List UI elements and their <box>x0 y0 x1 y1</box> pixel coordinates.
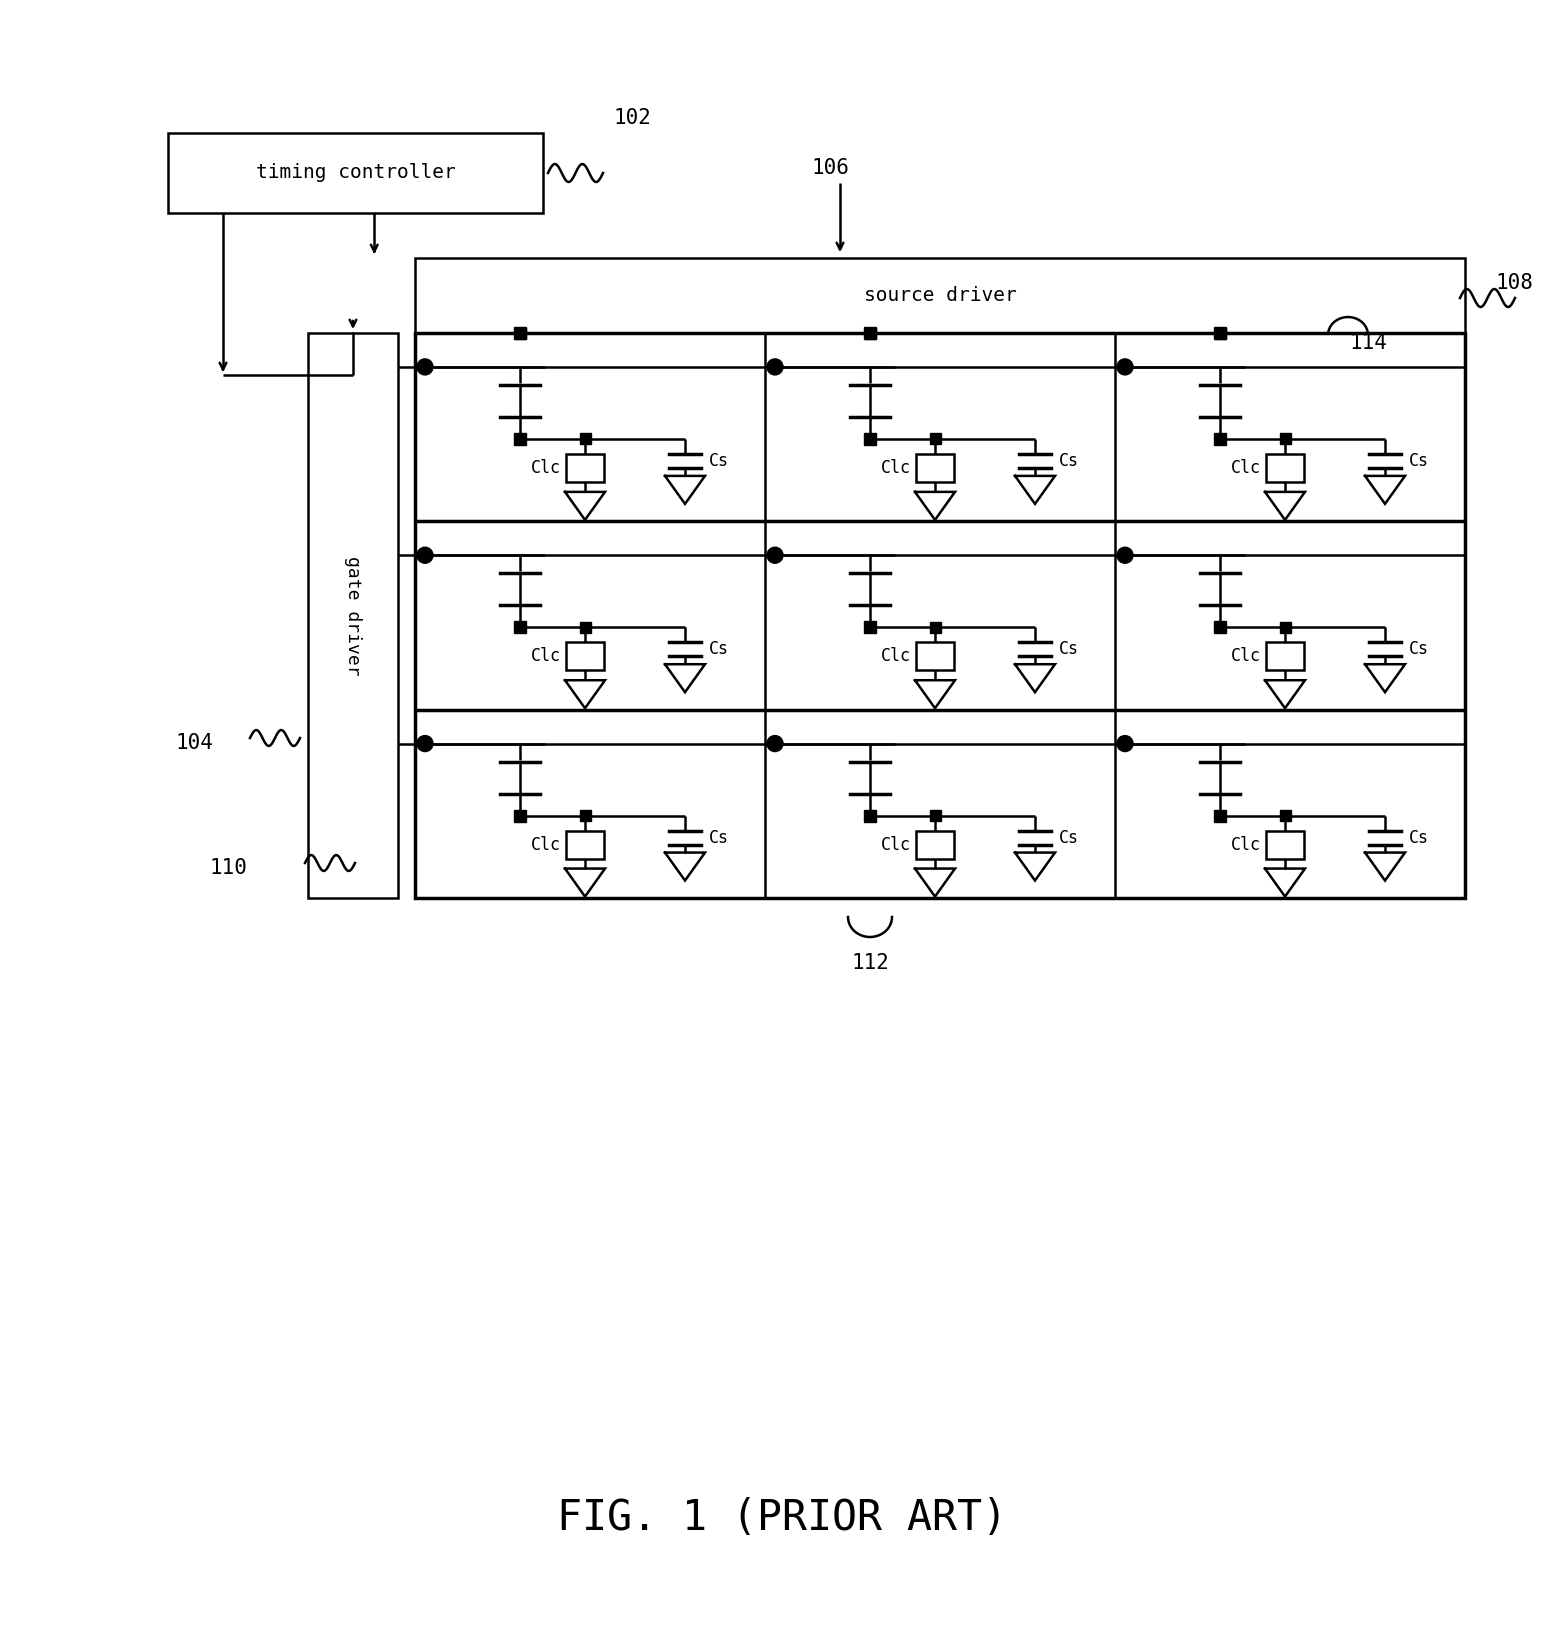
Bar <box>930 810 941 822</box>
Text: Cs: Cs <box>709 452 729 470</box>
Text: Clc: Clc <box>1232 836 1261 854</box>
Text: Cs: Cs <box>1060 641 1078 659</box>
Bar <box>567 831 604 859</box>
Bar <box>864 432 876 445</box>
Text: Clc: Clc <box>531 647 560 665</box>
Text: 114: 114 <box>1351 334 1388 353</box>
Bar <box>930 434 941 444</box>
Bar <box>513 327 526 338</box>
Text: Cs: Cs <box>1060 452 1078 470</box>
Text: Clc: Clc <box>881 647 911 665</box>
Bar <box>1266 831 1304 859</box>
Bar <box>415 334 1465 899</box>
Text: Cs: Cs <box>1408 641 1429 659</box>
Bar <box>1214 621 1225 633</box>
Text: gate driver: gate driver <box>344 555 362 675</box>
Text: 110: 110 <box>210 858 247 877</box>
Bar <box>515 327 526 338</box>
Circle shape <box>1117 736 1133 751</box>
Bar <box>916 453 955 481</box>
Circle shape <box>1117 358 1133 375</box>
Bar <box>308 334 398 899</box>
Circle shape <box>416 358 434 375</box>
Bar <box>513 432 526 445</box>
Text: 112: 112 <box>851 953 889 973</box>
Bar <box>1280 621 1291 633</box>
Bar <box>579 810 590 822</box>
Bar <box>1280 434 1291 444</box>
Text: Clc: Clc <box>881 836 911 854</box>
Text: Cs: Cs <box>1060 828 1078 846</box>
Bar <box>930 621 941 633</box>
Circle shape <box>1117 547 1133 564</box>
Text: FIG. 1 (PRIOR ART): FIG. 1 (PRIOR ART) <box>557 1497 1006 1539</box>
Text: Clc: Clc <box>881 458 911 476</box>
Bar <box>579 434 590 444</box>
Bar <box>567 642 604 670</box>
Bar <box>864 810 876 822</box>
Text: Cs: Cs <box>1408 828 1429 846</box>
Bar <box>1266 642 1304 670</box>
Bar <box>1280 810 1291 822</box>
Circle shape <box>767 736 782 751</box>
Bar <box>567 453 604 481</box>
Bar <box>1214 327 1225 338</box>
Bar <box>579 621 590 633</box>
Bar <box>1214 810 1225 822</box>
Text: 102: 102 <box>613 108 651 128</box>
Bar <box>415 258 1465 334</box>
Bar <box>864 327 875 338</box>
Text: 104: 104 <box>175 733 213 752</box>
Circle shape <box>416 736 434 751</box>
Bar <box>916 642 955 670</box>
Text: source driver: source driver <box>864 286 1016 306</box>
Text: Cs: Cs <box>1408 452 1429 470</box>
Circle shape <box>416 547 434 564</box>
Bar <box>864 621 876 633</box>
Text: Cs: Cs <box>709 828 729 846</box>
Bar <box>916 831 955 859</box>
Text: Clc: Clc <box>1232 458 1261 476</box>
Text: Cs: Cs <box>709 641 729 659</box>
Text: 108: 108 <box>1495 273 1532 292</box>
Circle shape <box>767 358 782 375</box>
Bar <box>513 810 526 822</box>
Bar <box>167 133 543 214</box>
Circle shape <box>767 547 782 564</box>
Text: Clc: Clc <box>531 836 560 854</box>
Bar <box>513 621 526 633</box>
Bar <box>1214 432 1225 445</box>
Text: timing controller: timing controller <box>255 164 455 182</box>
Text: Clc: Clc <box>1232 647 1261 665</box>
Bar <box>1214 327 1225 338</box>
Text: 106: 106 <box>811 158 848 177</box>
Bar <box>864 327 876 338</box>
Bar <box>1266 453 1304 481</box>
Text: Clc: Clc <box>531 458 560 476</box>
